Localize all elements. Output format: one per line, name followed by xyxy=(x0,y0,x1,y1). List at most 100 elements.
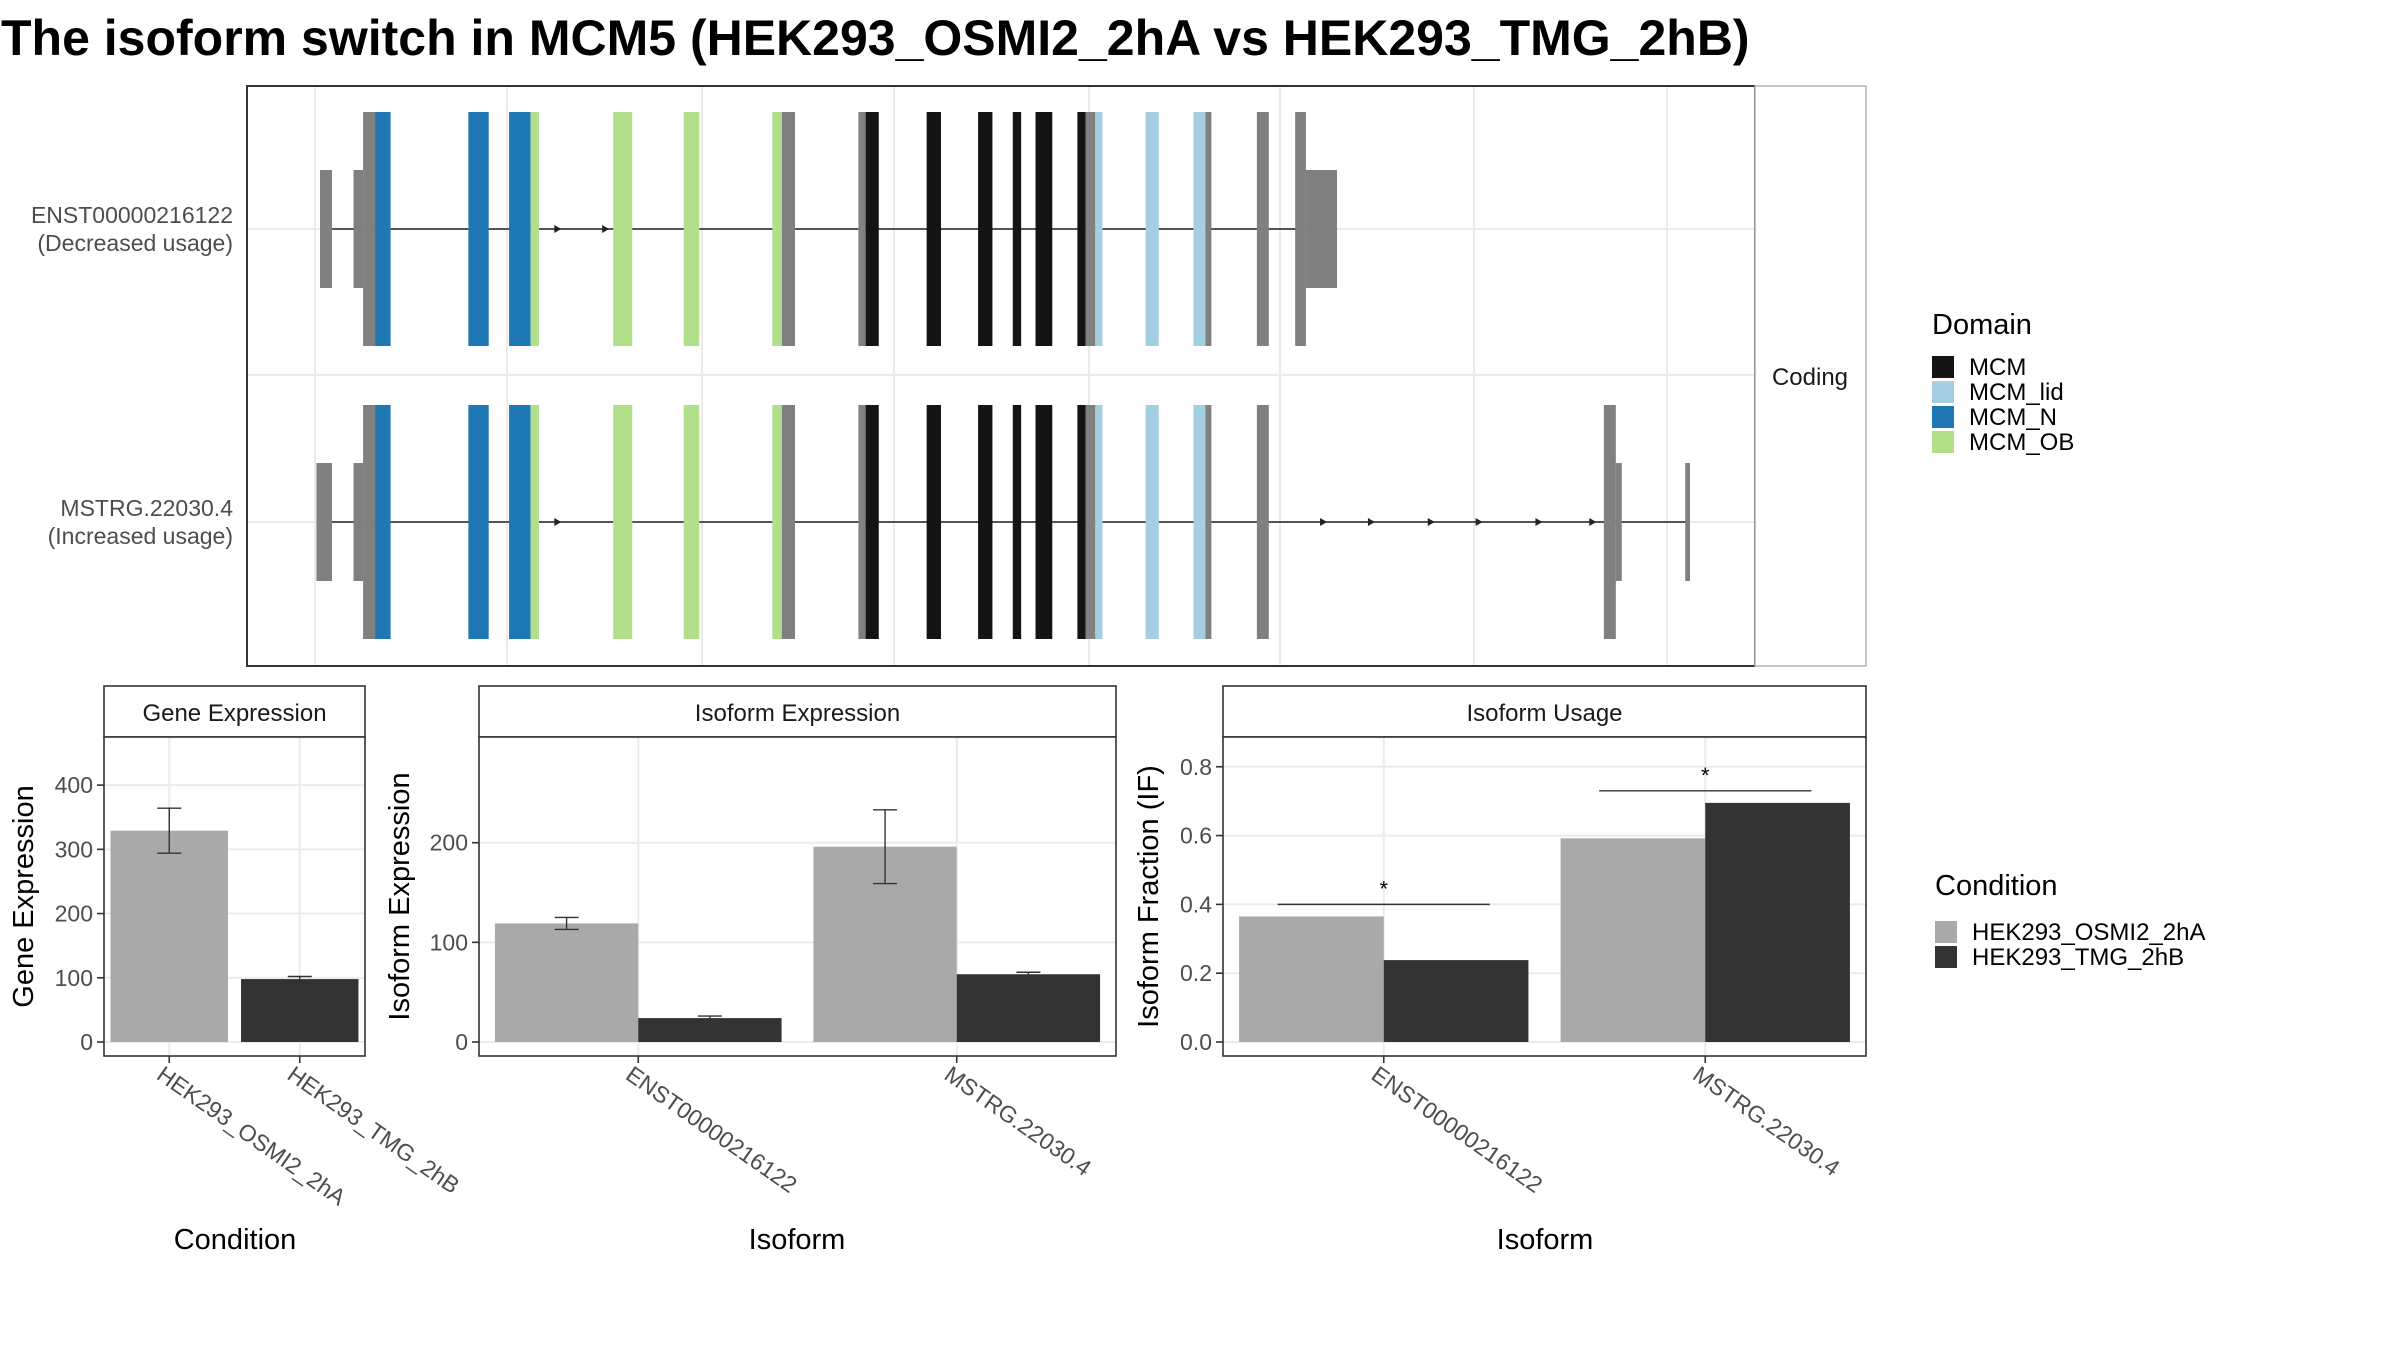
exon xyxy=(363,405,376,639)
y-axis-label: Isoform Expression xyxy=(384,772,416,1020)
strand-arrow xyxy=(1320,518,1328,526)
y-tick-label: 0.8 xyxy=(1180,754,1212,780)
exon-domain-MCM xyxy=(1077,112,1086,346)
plot-border xyxy=(103,736,366,1057)
bar xyxy=(1239,916,1384,1042)
facet-strip-coding xyxy=(1754,85,1867,667)
exon xyxy=(1085,405,1096,639)
significance-star: * xyxy=(1701,763,1710,788)
bar xyxy=(1560,838,1706,1042)
strand-arrow xyxy=(1475,518,1483,526)
exon xyxy=(1305,170,1338,288)
transcript-usage-note: (Decreased usage) xyxy=(37,230,233,256)
domain-legend-key-MCM_OB xyxy=(1932,431,1954,453)
exon xyxy=(316,463,332,581)
y-tick-label: 0 xyxy=(455,1029,468,1055)
strand-arrow xyxy=(1427,518,1435,526)
facet-label-coding: Coding xyxy=(1772,364,1848,391)
domain-legend-key-MCM xyxy=(1932,356,1954,378)
exon xyxy=(781,112,796,346)
exon xyxy=(1295,112,1306,346)
condition-legend-key xyxy=(1935,946,1957,968)
strand-arrow xyxy=(554,225,562,233)
condition-legend-label: HEK293_OSMI2_2hA xyxy=(1972,919,2205,946)
domain-legend-label: MCM_OB xyxy=(1969,429,2074,456)
exon-domain-MCM_OB xyxy=(683,112,700,346)
exon xyxy=(858,112,866,346)
exon-domain-MCM xyxy=(978,112,993,346)
y-axis-label: Isoform Fraction (IF) xyxy=(1133,765,1165,1028)
y-tick-label: 0.0 xyxy=(1180,1029,1212,1055)
exon-domain-MCM xyxy=(1012,405,1022,639)
exon xyxy=(363,112,376,346)
exon-domain-MCM_OB xyxy=(530,405,539,639)
exon xyxy=(1603,405,1616,639)
exon-domain-MCM_lid xyxy=(1095,112,1103,346)
domain-legend-label: MCM_N xyxy=(1969,404,2057,431)
x-axis-label: Isoform xyxy=(749,1224,846,1256)
exon xyxy=(1256,405,1269,639)
exon-domain-MCM_N xyxy=(468,405,489,639)
x-tick-label: ENST00000216122 xyxy=(1367,1061,1547,1198)
exon xyxy=(320,170,332,288)
exon-domain-MCM_lid xyxy=(1145,112,1159,346)
exon-domain-MCM_OB xyxy=(772,405,782,639)
strand-arrow xyxy=(1535,518,1543,526)
exon xyxy=(858,405,866,639)
gene-structure-panel: ENST00000216122(Decreased usage) MSTRG.22… xyxy=(31,85,1867,667)
facet-strip xyxy=(103,685,366,738)
x-tick-label: MSTRG.22030.4 xyxy=(1688,1061,1844,1181)
exon-domain-MCM xyxy=(978,405,993,639)
exon-domain-MCM xyxy=(865,112,879,346)
strand-arrow xyxy=(1589,518,1597,526)
exon xyxy=(1085,112,1096,346)
domain-legend-key-MCM_lid xyxy=(1932,381,1954,403)
condition-legend-key xyxy=(1935,921,1957,943)
exon-domain-MCM_N xyxy=(509,112,531,346)
exon-domain-MCM xyxy=(1077,405,1086,639)
domain-legend-label: MCM_lid xyxy=(1969,379,2064,406)
y-tick-label: 200 xyxy=(430,830,468,856)
y-tick-label: 200 xyxy=(55,901,93,927)
x-axis-label: Isoform xyxy=(1497,1224,1594,1256)
exon-domain-MCM_N xyxy=(509,405,531,639)
exon-domain-MCM xyxy=(926,405,941,639)
exon-domain-MCM_lid xyxy=(1193,405,1206,639)
exon-domain-MCM_N xyxy=(468,112,489,346)
bar xyxy=(494,923,639,1042)
transcript-label: MSTRG.22030.4 xyxy=(60,495,233,521)
exon-domain-MCM_lid xyxy=(1095,405,1103,639)
significance-star: * xyxy=(1379,876,1388,901)
domain-legend-key-MCM_N xyxy=(1932,406,1954,428)
facet-label: Isoform Usage xyxy=(1466,700,1622,727)
bar-chart-panels: Gene Expression0100200300400HEK293_OSMI2… xyxy=(8,685,1867,1256)
facet-strip xyxy=(478,685,1117,738)
exon-domain-MCM_N xyxy=(375,405,391,639)
y-tick-label: 0.2 xyxy=(1180,960,1212,986)
plot-border xyxy=(1222,736,1867,1057)
bar xyxy=(110,830,228,1042)
exon-domain-MCM_OB xyxy=(613,112,633,346)
exon-domain-MCM xyxy=(865,405,879,639)
exon-domain-MCM_OB xyxy=(683,405,700,639)
exon-domain-MCM_lid xyxy=(1193,112,1206,346)
exon-domain-MCM xyxy=(1035,112,1053,346)
figure-title: The isoform switch in MCM5 (HEK293_OSMI2… xyxy=(1,10,1750,66)
exon xyxy=(1205,405,1212,639)
exon-domain-MCM_OB xyxy=(613,405,633,639)
plot-border xyxy=(478,736,1117,1057)
y-tick-label: 0.4 xyxy=(1180,891,1212,917)
facet-label: Isoform Expression xyxy=(695,700,900,727)
domain-legend-label: MCM xyxy=(1969,354,2026,381)
condition-legend-title: Condition xyxy=(1935,870,2058,902)
x-tick-label: MSTRG.22030.4 xyxy=(940,1061,1096,1181)
y-tick-label: 0.6 xyxy=(1180,823,1212,849)
condition-legend-label: HEK293_TMG_2hB xyxy=(1972,944,2184,971)
y-tick-label: 0 xyxy=(80,1029,93,1055)
strand-arrow xyxy=(554,518,562,526)
bar xyxy=(638,1018,782,1042)
y-tick-label: 100 xyxy=(430,929,468,955)
